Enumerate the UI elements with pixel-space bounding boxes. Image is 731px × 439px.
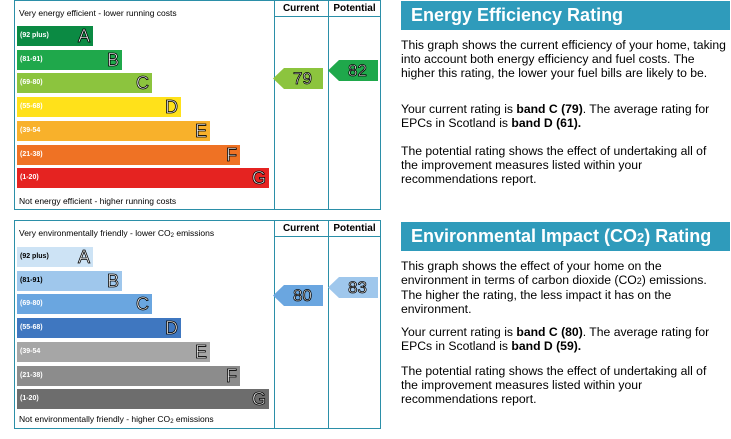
band-g: (1-20) G — [17, 168, 269, 189]
band-range-label: (92 plus) — [20, 32, 49, 39]
band-c: (69-80) C — [17, 73, 152, 94]
current-column-header: Current — [274, 221, 328, 237]
band-d: (55-68) D — [17, 97, 181, 117]
band-range-label: (39-54 — [20, 347, 41, 355]
band-b: (81-91) B — [17, 49, 122, 70]
potential-column-divider — [328, 221, 329, 428]
current-column-divider — [274, 1, 275, 209]
band-letter: C — [136, 294, 150, 315]
energy-current-rating-arrow: 79 — [273, 68, 323, 89]
environment-current-value: 80 — [293, 286, 313, 306]
current-column-header: Current — [274, 1, 328, 17]
band-range-label: (21-38) — [20, 150, 43, 158]
band-letter: A — [77, 26, 91, 47]
band-letter: E — [194, 120, 208, 141]
energy-potential-rating-arrow: 82 — [328, 60, 378, 81]
environment-bottom-caption: Not environmentally friendly - higher CO… — [19, 414, 214, 425]
band-letter: F — [226, 144, 238, 165]
environment-current-rating-text: Your current rating is band C (80). The … — [401, 325, 710, 353]
environment-top-caption: Very environmentally friendly - lower CO… — [19, 228, 215, 239]
band-letter: B — [106, 270, 120, 291]
band-f: (21-38) F — [17, 365, 240, 386]
band-d: (55-68) D — [17, 318, 181, 338]
environment-potential-value: 83 — [348, 278, 368, 298]
energy-top-caption: Very energy efficient - lower running co… — [19, 8, 177, 18]
environment-potential-rating-text: The potential rating shows the effect of… — [401, 364, 707, 406]
energy-current-rating-text: Your current rating is band C (79). The … — [401, 102, 710, 130]
band-a: (92 plus) A — [17, 247, 93, 267]
band-range-label: (81-91) — [20, 276, 43, 284]
band-letter: D — [165, 97, 179, 118]
band-letter: A — [77, 247, 91, 268]
band-g: (1-20) G — [17, 389, 269, 410]
band-letter: G — [251, 168, 267, 189]
band-letter: G — [251, 389, 267, 410]
band-letter: D — [165, 318, 179, 339]
environment-potential-rating-arrow: 83 — [328, 277, 378, 298]
band-range-label: (69-80) — [20, 300, 43, 308]
energy-current-value: 79 — [293, 69, 313, 89]
band-e: (39-54 E — [17, 341, 210, 362]
current-column-divider — [274, 221, 275, 428]
band-e: (39-54 E — [17, 120, 210, 141]
environment-section-title: Environmental Impact (CO2) Rating — [401, 222, 730, 251]
environment-current-rating-arrow: 80 — [273, 285, 323, 306]
band-range-label: (69-80) — [20, 79, 43, 87]
band-range-label: (39-54 — [20, 126, 41, 134]
band-letter: E — [194, 341, 208, 362]
energy-section-title: Energy Efficiency Rating — [401, 1, 730, 30]
potential-column-header: Potential — [328, 1, 381, 17]
band-range-label: (92 plus) — [20, 253, 49, 260]
band-a: (92 plus) A — [17, 26, 93, 46]
band-range-label: (1-20) — [20, 395, 39, 403]
band-c: (69-80) C — [17, 294, 152, 315]
band-range-label: (1-20) — [20, 174, 39, 182]
band-range-label: (81-91) — [20, 55, 43, 63]
environment-description: This graph shows the effect of your home… — [401, 259, 707, 316]
energy-potential-rating-text: The potential rating shows the effect of… — [401, 144, 707, 186]
band-letter: F — [226, 365, 238, 386]
potential-column-divider — [328, 1, 329, 209]
energy-bottom-caption: Not energy efficient - higher running co… — [19, 196, 177, 206]
energy-description: This graph shows the current efficiency … — [401, 38, 726, 80]
band-range-label: (55-68) — [20, 103, 43, 111]
potential-column-header: Potential — [328, 221, 381, 237]
band-f: (21-38) F — [17, 144, 240, 165]
band-b: (81-91) B — [17, 270, 122, 291]
band-range-label: (21-38) — [20, 371, 43, 379]
band-letter: C — [136, 73, 150, 94]
energy-rating-chart: Current Potential Very energy efficient … — [14, 0, 381, 210]
band-letter: B — [106, 49, 120, 70]
energy-potential-value: 82 — [348, 61, 368, 81]
environmental-rating-chart: Current Potential Very environmentally f… — [14, 220, 381, 429]
band-range-label: (55-68) — [20, 324, 43, 332]
